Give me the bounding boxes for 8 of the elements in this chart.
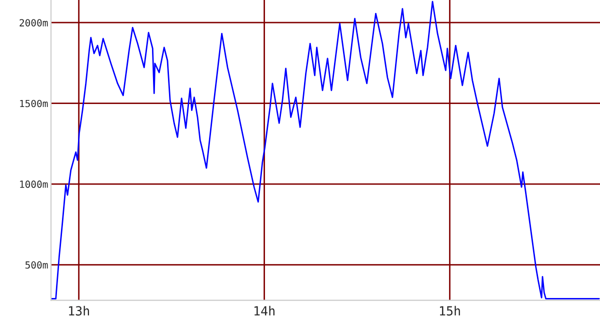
y-tick-label: 1000m (20, 180, 48, 188)
x-tick-label: 15h (440, 306, 460, 316)
y-tick-label: 2000m (20, 19, 48, 26)
line-series (51, 0, 600, 300)
y-tick-label: 1500m (20, 100, 48, 108)
y-tick-label: 500m (25, 261, 48, 269)
x-tick-label: 13h (69, 306, 89, 316)
x-tick-label: 14h (254, 306, 274, 316)
